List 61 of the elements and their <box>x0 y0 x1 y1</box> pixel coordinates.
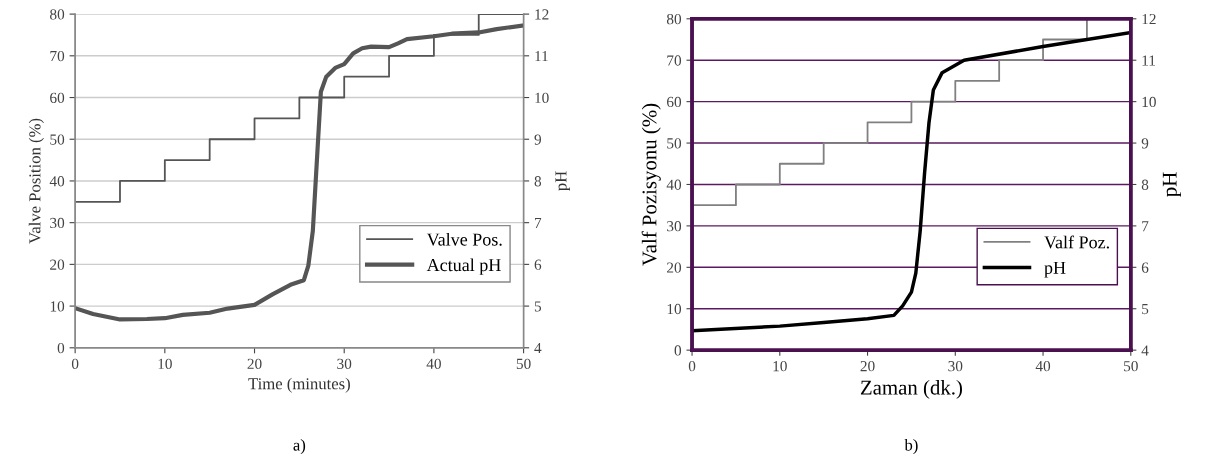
y-tick-label: 30 <box>50 217 65 229</box>
text: b) <box>904 438 918 455</box>
x-tick-label: 30 <box>948 361 963 372</box>
y-tick-label: 80 <box>666 13 682 25</box>
y2-tick-label: 6 <box>1141 262 1149 273</box>
x-tick-label: 20 <box>860 361 875 372</box>
x-tick-label: 30 <box>337 358 352 369</box>
y-tick-label: 10 <box>667 303 682 315</box>
y-tick-label: 70 <box>50 50 65 62</box>
y2-tick-label: 9 <box>534 134 542 145</box>
y-tick-label: 50 <box>667 138 682 149</box>
y-tick-label: 20 <box>50 259 65 270</box>
legend-label: Actual pH <box>426 258 501 275</box>
y-tick-label: 50 <box>50 134 65 145</box>
x-tick-label: 50 <box>516 358 531 369</box>
y-tick-label: 0 <box>57 342 65 354</box>
y2-tick-label: 5 <box>534 301 542 312</box>
y2-axis-title: pH <box>1162 172 1181 197</box>
y2-tick-label: 12 <box>535 9 549 20</box>
line-series <box>692 30 1131 333</box>
x-tick-label: 40 <box>426 358 441 369</box>
y2-tick-label: 5 <box>1142 304 1149 315</box>
y-tick-label: 60 <box>50 92 65 103</box>
y2-axis-title: pH <box>555 171 570 191</box>
x-axis-title: Zaman (dk.) <box>860 379 962 399</box>
y-tick-label: 80 <box>50 9 65 20</box>
x-tick-label: 50 <box>1124 361 1138 372</box>
y2-tick-label: 12 <box>1142 13 1156 25</box>
legend-label: Valf Poz. <box>1044 235 1109 249</box>
y2-tick-label: 4 <box>534 343 542 354</box>
text: a) <box>293 438 306 455</box>
y-tick-label: 10 <box>50 301 65 312</box>
x-tick-label: 40 <box>1035 361 1051 372</box>
x-tick-label: 0 <box>71 358 79 369</box>
y-tick-label: 40 <box>666 179 682 190</box>
y2-tick-label: 7 <box>1142 221 1149 232</box>
x-tick-label: 10 <box>158 358 172 369</box>
y-axis-title: Valve Position (%) <box>28 118 44 244</box>
y2-tick-label: 8 <box>1141 179 1149 190</box>
y-tick-label: 0 <box>674 345 682 356</box>
x-tick-label: 10 <box>773 361 787 372</box>
y2-tick-label: 7 <box>535 217 542 228</box>
y-tick-label: 40 <box>49 176 65 187</box>
y-tick-label: 30 <box>667 221 682 232</box>
x-axis-title: Time (minutes) <box>248 377 350 393</box>
y2-tick-label: 8 <box>534 176 542 187</box>
y2-tick-label: 4 <box>1141 345 1149 356</box>
y2-tick-label: 11 <box>1142 55 1155 66</box>
legend-label: pH <box>1044 261 1066 278</box>
y-tick-label: 20 <box>667 262 682 273</box>
x-tick-label: 20 <box>247 358 262 369</box>
y2-tick-label: 9 <box>1141 138 1149 149</box>
y-tick-label: 60 <box>667 96 682 108</box>
y2-tick-label: 10 <box>1142 96 1156 108</box>
y-tick-label: 70 <box>667 55 682 66</box>
y2-tick-label: 6 <box>534 259 542 270</box>
legend-label: Valve Pos. <box>426 232 502 246</box>
x-tick-label: 0 <box>688 361 696 372</box>
y2-tick-label: 11 <box>535 51 548 62</box>
y-axis-title: Valf Pozisyonu (%) <box>641 103 661 266</box>
y2-tick-label: 10 <box>535 92 549 103</box>
